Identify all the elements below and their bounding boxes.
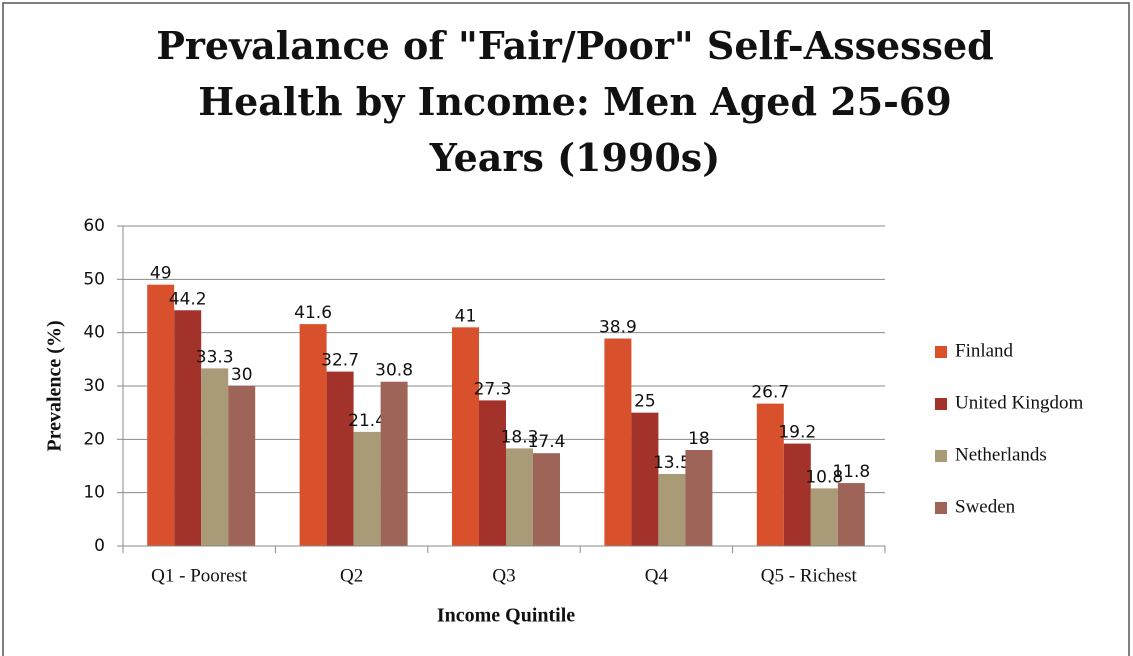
bar bbox=[604, 338, 632, 546]
y-tick-label: 60 bbox=[83, 216, 105, 236]
bar bbox=[479, 400, 506, 546]
value-label: 19.2 bbox=[778, 423, 816, 443]
bar bbox=[201, 368, 229, 546]
legend-swatch bbox=[935, 346, 947, 358]
value-label: 49 bbox=[150, 264, 172, 284]
bar bbox=[658, 474, 686, 546]
x-tick-label: Q5 - Richest bbox=[761, 565, 858, 586]
bar bbox=[147, 284, 175, 546]
x-axis-label: Income Quintile bbox=[437, 605, 575, 627]
bar bbox=[783, 443, 811, 546]
value-label: 30 bbox=[231, 365, 253, 385]
y-tick-label: 10 bbox=[83, 483, 105, 503]
bar bbox=[631, 412, 659, 546]
y-tick-label: 0 bbox=[94, 536, 105, 556]
value-label: 27.3 bbox=[474, 379, 512, 399]
value-label: 26.7 bbox=[751, 383, 789, 403]
legend-label: Finland bbox=[955, 340, 1014, 361]
value-label: 30.8 bbox=[375, 361, 413, 381]
y-tick-label: 30 bbox=[83, 376, 105, 396]
value-label: 18.3 bbox=[501, 427, 539, 447]
bar bbox=[353, 431, 381, 546]
value-label: 17.4 bbox=[528, 432, 566, 452]
value-label: 41.6 bbox=[294, 303, 332, 323]
legend-label: Sweden bbox=[955, 496, 1016, 517]
legend-swatch bbox=[935, 502, 947, 514]
bar bbox=[810, 488, 838, 546]
x-tick-label: Q1 - Poorest bbox=[151, 565, 248, 586]
chart-title: Prevalance of "Fair/Poor" Self-Assessed … bbox=[156, 23, 994, 180]
value-label: 25 bbox=[634, 392, 656, 412]
bar bbox=[756, 403, 784, 546]
x-tick-label: Q3 bbox=[492, 565, 515, 586]
value-label: 13.5 bbox=[653, 453, 691, 473]
legend-swatch bbox=[935, 398, 947, 410]
bar bbox=[228, 386, 256, 546]
bar bbox=[533, 453, 560, 546]
bar bbox=[685, 450, 713, 546]
x-tick-label: Q2 bbox=[340, 565, 363, 586]
value-label: 18 bbox=[688, 429, 710, 449]
y-axis-label: Prevalence (%) bbox=[44, 320, 66, 451]
bar bbox=[506, 448, 533, 546]
value-label: 33.3 bbox=[196, 347, 234, 367]
value-label: 11.8 bbox=[832, 462, 870, 482]
legend-label: Netherlands bbox=[955, 444, 1047, 465]
y-tick-label: 50 bbox=[83, 269, 105, 289]
value-label: 32.7 bbox=[321, 351, 359, 371]
value-label: 38.9 bbox=[599, 318, 637, 338]
bar bbox=[380, 381, 408, 546]
bar bbox=[837, 483, 865, 546]
value-label: 21.4 bbox=[348, 411, 386, 431]
y-tick-label: 20 bbox=[83, 429, 105, 449]
bar bbox=[174, 310, 202, 546]
bar bbox=[452, 327, 479, 546]
y-tick-label: 40 bbox=[83, 323, 105, 343]
x-tick-label: Q4 bbox=[645, 565, 669, 586]
legend-label: United Kingdom bbox=[955, 392, 1083, 413]
value-label: 10.8 bbox=[805, 467, 843, 487]
value-label: 44.2 bbox=[169, 289, 207, 309]
legend-swatch bbox=[935, 450, 947, 462]
bar bbox=[299, 324, 327, 546]
value-label: 41 bbox=[455, 306, 477, 326]
bar bbox=[326, 371, 354, 546]
